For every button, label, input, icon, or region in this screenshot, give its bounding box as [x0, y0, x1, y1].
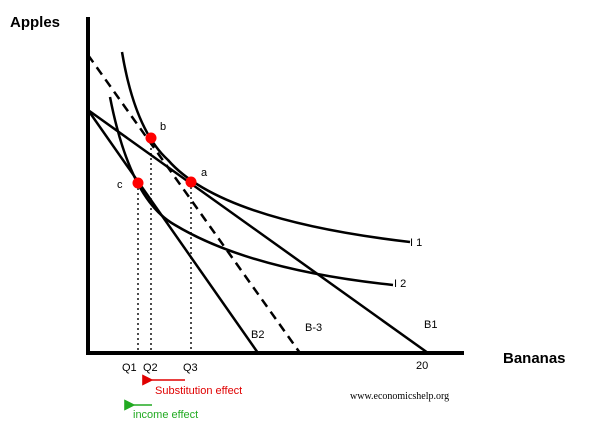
point-c-marker — [132, 177, 144, 189]
budget-line-b2 — [86, 109, 260, 354]
budget-line-b1 — [87, 108, 429, 355]
budget-b1-label: B1 — [424, 319, 437, 331]
x-tick-q1: Q1 — [122, 362, 137, 374]
substitution-effect-label: Substitution effect — [155, 385, 242, 397]
y-axis-title: Apples — [10, 14, 60, 31]
point-c-label: c — [117, 179, 123, 191]
x-axis-title: Bananas — [503, 350, 566, 367]
curve-i2-label: I 2 — [394, 278, 406, 290]
x-tick-q2: Q2 — [143, 362, 158, 374]
budget-b2-label: B2 — [251, 329, 264, 341]
income-effect-label: income effect — [133, 409, 198, 421]
x-tick-20: 20 — [416, 360, 428, 372]
indifference-curve-i2 — [108, 96, 394, 287]
curve-i1-label: I 1 — [410, 237, 422, 249]
budget-line-b3 — [86, 54, 302, 354]
site-credit: www.economicshelp.org — [350, 391, 449, 402]
x-tick-q3: Q3 — [183, 362, 198, 374]
point-b-marker — [145, 132, 157, 144]
point-b-label: b — [160, 121, 166, 133]
point-a-marker — [185, 176, 197, 188]
indifference-curve-i1 — [120, 51, 411, 244]
budget-b3-label: B-3 — [305, 322, 322, 334]
point-a-label: a — [201, 167, 208, 179]
